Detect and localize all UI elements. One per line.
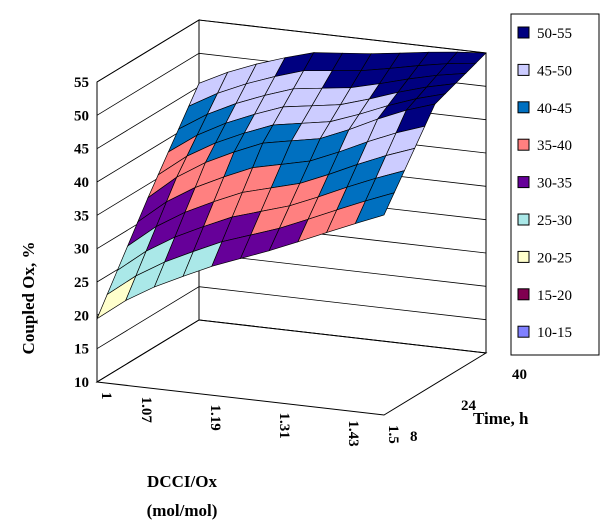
x-axis-title-line-1: DCCI/Ox	[147, 472, 217, 491]
gridline-1	[96, 286, 487, 350]
legend-swatch-3	[517, 138, 530, 151]
y-tick-label-2: 20	[74, 308, 89, 324]
legend-label-1: 45-50	[537, 63, 572, 79]
legend-swatch-7	[517, 288, 530, 301]
legend-label-5: 25-30	[537, 213, 572, 229]
legend-label-0: 50-55	[537, 26, 572, 42]
legend: 50-55 45-50 40-45 35-40 30-35 25-30 20-25 15-20…	[510, 13, 600, 356]
y-tick-label-3: 25	[74, 275, 89, 291]
legend-swatch-5	[517, 213, 530, 226]
legend-swatch-4	[517, 176, 530, 189]
y-tick-label-6: 40	[74, 175, 89, 191]
x-tick-label-1: 1.07	[138, 397, 154, 424]
legend-swatch-1	[517, 63, 530, 76]
depth-axis-ticks: 8 24 40	[410, 367, 527, 445]
x-tick-label-3: 1.31	[276, 413, 292, 439]
depth-tick-label-0: 8	[410, 429, 418, 445]
y-axis-title: Coupled Ox, %	[19, 242, 38, 355]
legend-swatch-0	[517, 26, 530, 39]
x-tick-label-0: 1	[98, 392, 114, 400]
depth-tick-label-1: 24	[461, 398, 477, 414]
legend-label-8: 10-15	[537, 325, 572, 341]
legend-label-3: 35-40	[537, 138, 572, 154]
surface-cell-0-9	[354, 192, 395, 225]
gridline-9	[96, 19, 487, 83]
x-axis-title-line-2: (mol/mol)	[147, 501, 218, 520]
x-tick-label-2: 1.19	[207, 405, 223, 431]
legend-label-4: 30-35	[537, 176, 572, 192]
legend-swatch-2	[517, 101, 530, 114]
legend-label-7: 15-20	[537, 288, 572, 304]
gridline-0	[96, 319, 487, 383]
depth-axis-title: Time, h	[473, 409, 529, 428]
y-tick-label-1: 15	[74, 342, 89, 358]
y-tick-label-9: 55	[74, 75, 89, 91]
y-axis-ticks: 10 15 20 25 30 35 40 45 50 55	[74, 75, 89, 391]
legend-swatch-6	[517, 250, 530, 263]
y-tick-label-0: 10	[74, 375, 89, 391]
legend-label-6: 20-25	[537, 250, 572, 266]
surface-mesh	[96, 51, 487, 320]
y-tick-label-8: 50	[74, 108, 89, 124]
y-tick-label-7: 45	[74, 142, 89, 158]
x-tick-label-5: 1.5	[385, 425, 401, 444]
depth-tick-label-2: 40	[512, 367, 527, 383]
y-tick-label-4: 30	[74, 242, 89, 258]
x-axis-ticks: 1 1.07 1.19 1.31 1.43 1.5	[98, 392, 401, 447]
x-tick-label-4: 1.43	[345, 420, 361, 446]
legend-label-2: 40-45	[537, 101, 572, 117]
legend-swatch-8	[517, 325, 530, 338]
y-tick-label-5: 35	[74, 208, 89, 224]
